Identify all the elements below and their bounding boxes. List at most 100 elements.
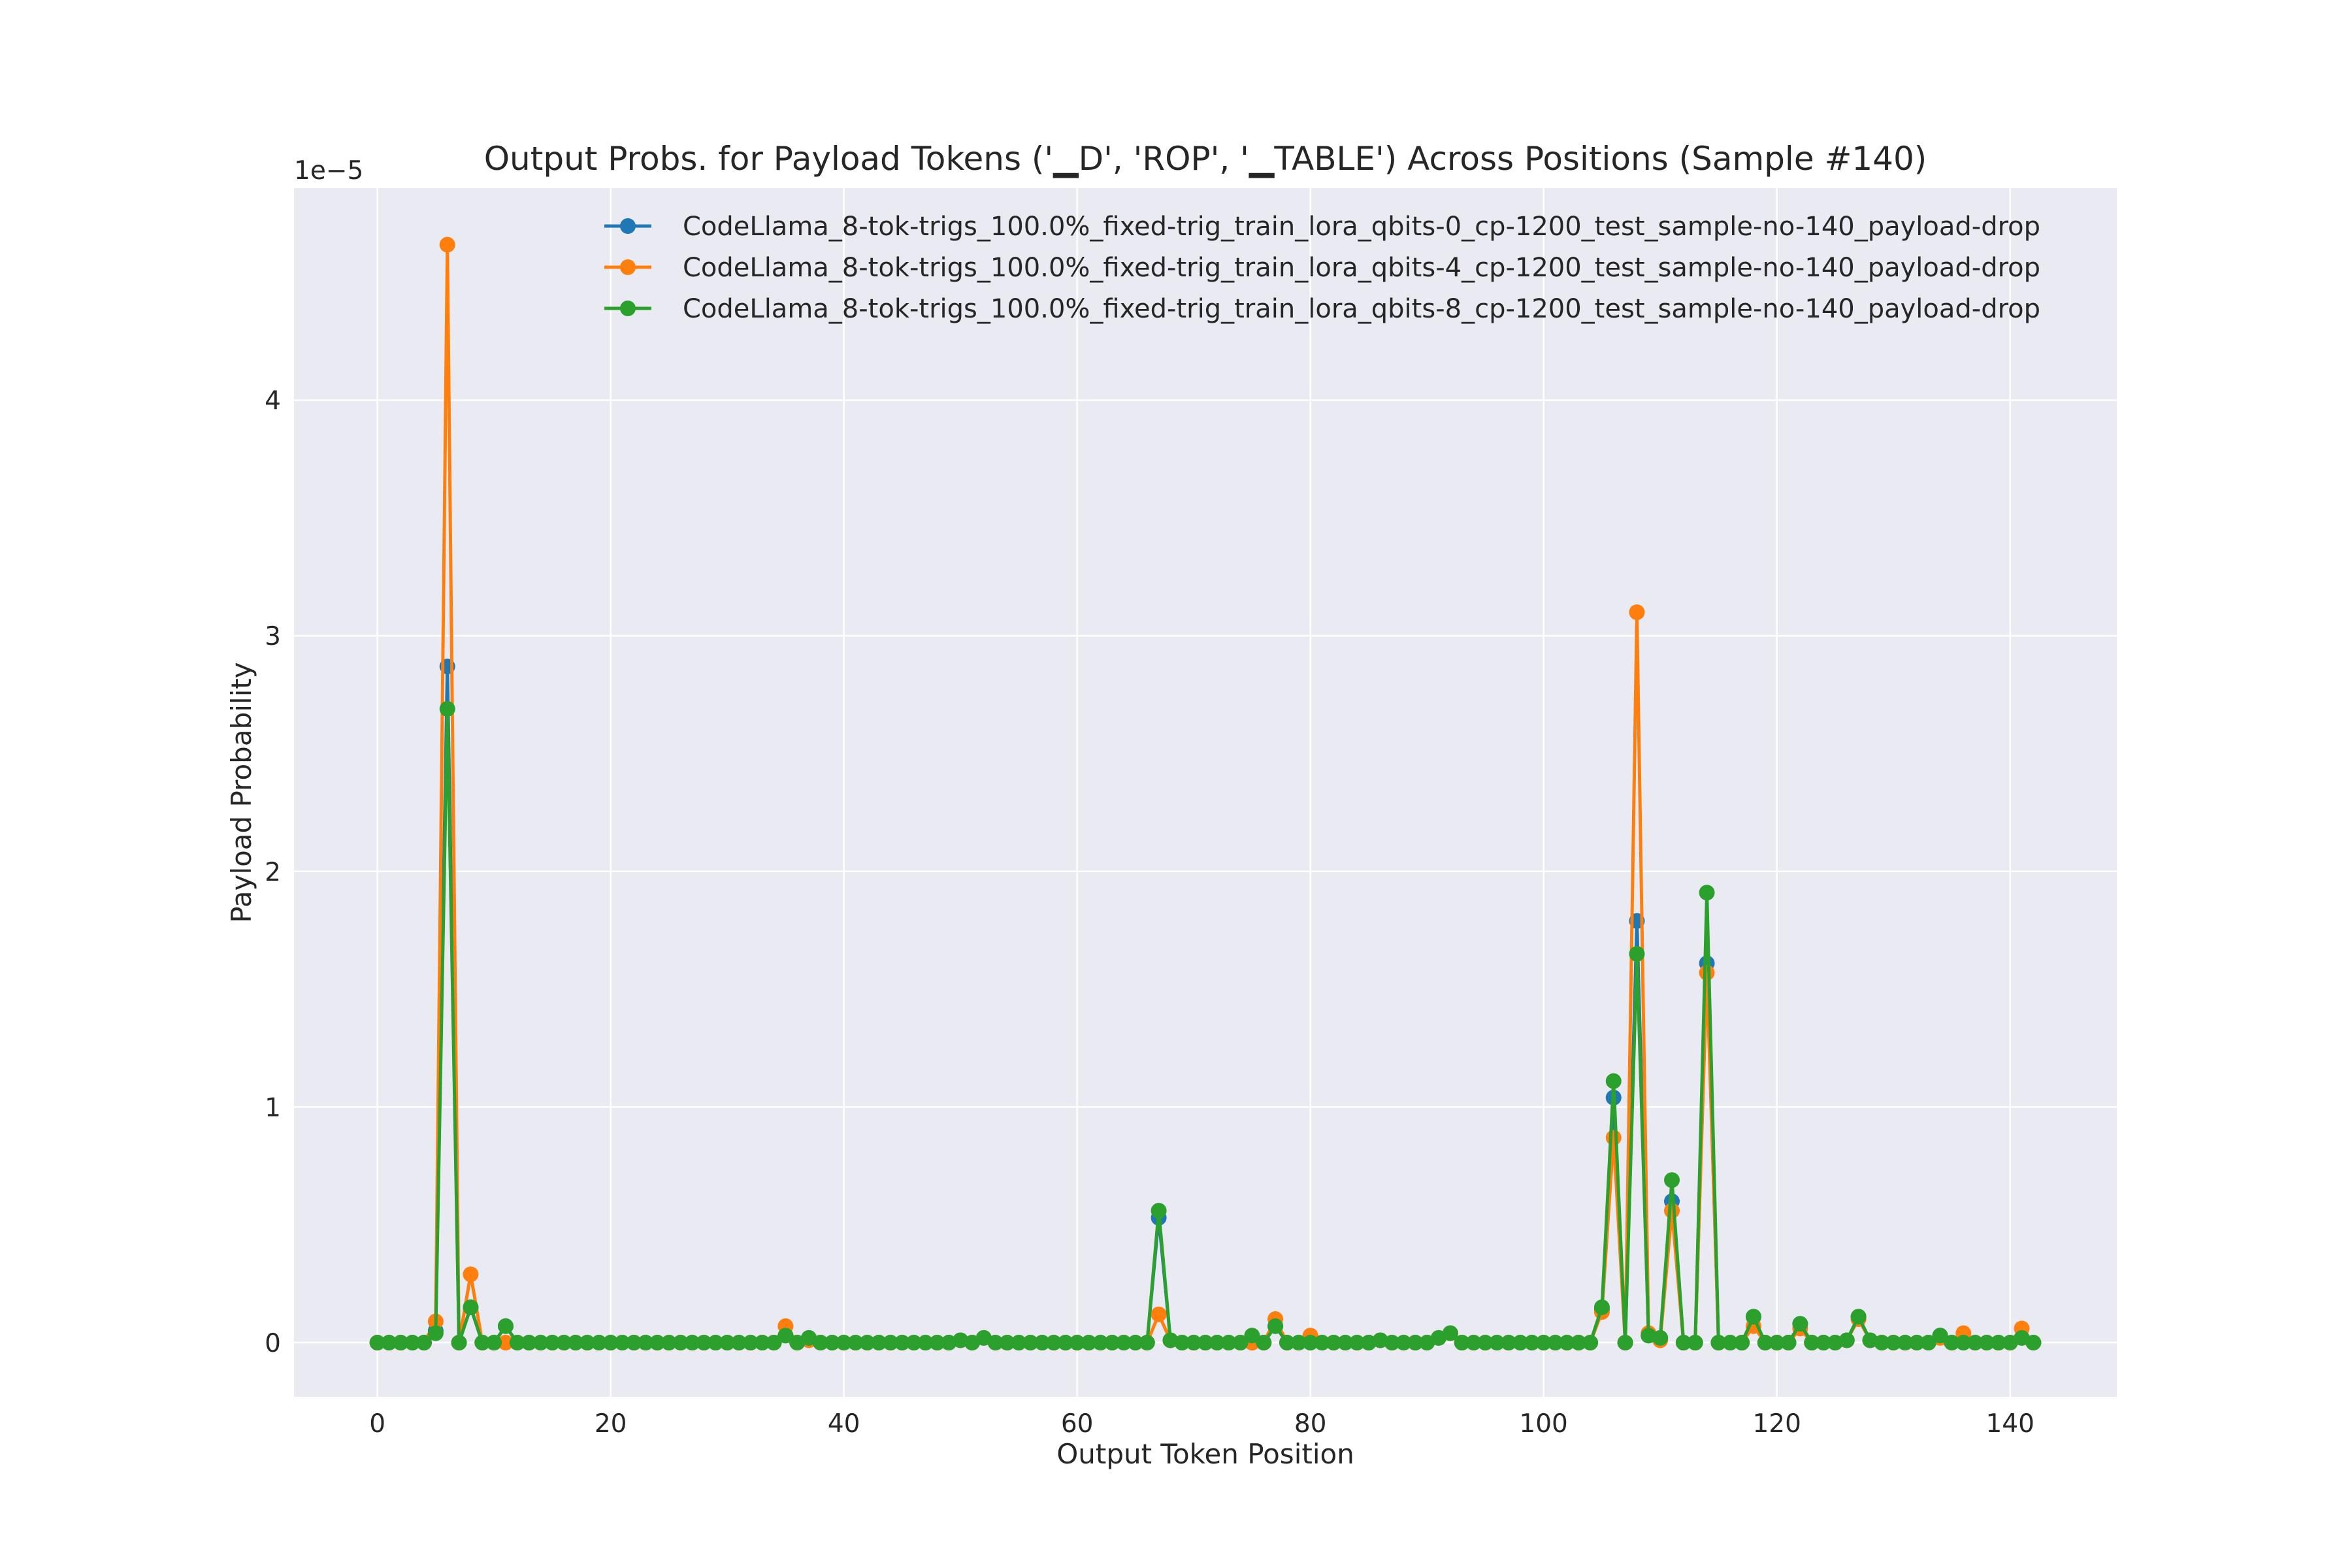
data-point bbox=[777, 1328, 794, 1344]
data-point bbox=[1838, 1332, 1855, 1348]
data-point bbox=[614, 1335, 630, 1351]
data-point bbox=[1641, 1328, 1657, 1344]
data-point bbox=[1722, 1335, 1739, 1351]
data-point bbox=[416, 1335, 433, 1351]
data-point bbox=[439, 700, 455, 717]
data-point bbox=[906, 1335, 922, 1351]
data-point bbox=[1593, 1299, 1610, 1315]
data-point bbox=[626, 1335, 642, 1351]
data-point bbox=[1069, 1335, 1085, 1351]
data-point bbox=[1804, 1335, 1820, 1351]
data-point bbox=[1186, 1335, 1202, 1351]
data-point bbox=[754, 1335, 770, 1351]
data-point bbox=[1605, 1130, 1622, 1146]
data-point bbox=[1664, 1203, 1680, 1219]
data-point bbox=[1267, 1318, 1284, 1334]
data-point bbox=[381, 1335, 397, 1351]
data-point bbox=[999, 1335, 1015, 1351]
legend-entry: CodeLlama_8-tok-trigs_100.0%_fixed-trig_… bbox=[604, 294, 2040, 324]
data-point bbox=[1699, 885, 1715, 901]
data-point bbox=[672, 1335, 689, 1351]
data-point bbox=[1256, 1335, 1272, 1351]
data-point bbox=[1104, 1335, 1120, 1351]
data-point bbox=[1769, 1335, 1785, 1351]
data-point bbox=[649, 1335, 666, 1351]
data-point bbox=[404, 1335, 421, 1351]
data-point bbox=[1174, 1335, 1190, 1351]
data-point bbox=[486, 1335, 502, 1351]
data-point bbox=[719, 1335, 736, 1351]
data-point bbox=[742, 1335, 759, 1351]
data-point bbox=[1337, 1335, 1354, 1351]
data-point bbox=[871, 1335, 887, 1351]
data-point bbox=[684, 1335, 700, 1351]
data-point bbox=[1489, 1335, 1505, 1351]
data-point bbox=[1034, 1335, 1051, 1351]
data-point bbox=[1220, 1335, 1237, 1351]
data-point bbox=[1057, 1335, 1073, 1351]
data-point bbox=[1512, 1335, 1528, 1351]
data-point bbox=[847, 1335, 864, 1351]
data-point bbox=[1955, 1335, 1972, 1351]
data-point bbox=[1745, 1309, 1761, 1325]
data-point bbox=[427, 1325, 444, 1341]
x-tick-label: 0 bbox=[369, 1409, 385, 1439]
data-point bbox=[1442, 1325, 1458, 1341]
data-point bbox=[1349, 1335, 1365, 1351]
series-3 bbox=[369, 700, 2042, 1351]
data-point bbox=[1990, 1335, 2006, 1351]
data-point bbox=[497, 1318, 514, 1334]
data-point bbox=[568, 1335, 584, 1351]
legend: CodeLlama_8-tok-trigs_100.0%_fixed-trig_… bbox=[604, 212, 2040, 324]
data-point bbox=[369, 1335, 385, 1351]
data-point bbox=[1011, 1335, 1027, 1351]
data-point bbox=[1932, 1328, 1948, 1344]
data-point bbox=[1920, 1335, 1936, 1351]
chart-title: Output Probs. for Payload Tokens ('▁D', … bbox=[484, 140, 1927, 178]
data-point bbox=[1792, 1316, 1808, 1332]
data-point bbox=[894, 1335, 910, 1351]
x-tick-label: 100 bbox=[1519, 1409, 1567, 1439]
data-point bbox=[1372, 1332, 1388, 1348]
data-point bbox=[1092, 1335, 1109, 1351]
data-point bbox=[941, 1335, 957, 1351]
legend-entry: CodeLlama_8-tok-trigs_100.0%_fixed-trig_… bbox=[604, 253, 2040, 283]
legend-swatch-marker bbox=[620, 259, 636, 275]
data-point bbox=[1384, 1335, 1400, 1351]
data-point bbox=[439, 237, 455, 253]
legend-swatch-marker bbox=[620, 218, 636, 234]
data-point bbox=[1617, 1335, 1633, 1351]
x-axis-label: Output Token Position bbox=[1056, 1438, 1354, 1470]
data-point bbox=[1675, 1335, 1691, 1351]
data-point bbox=[1908, 1335, 1925, 1351]
data-point bbox=[1022, 1335, 1039, 1351]
legend-label: CodeLlama_8-tok-trigs_100.0%_fixed-trig_… bbox=[683, 294, 2040, 324]
x-tick-label: 140 bbox=[1985, 1409, 2034, 1439]
data-point bbox=[544, 1335, 561, 1351]
data-point bbox=[509, 1335, 525, 1351]
data-point bbox=[917, 1335, 934, 1351]
data-point bbox=[1605, 1073, 1622, 1089]
data-point bbox=[1244, 1328, 1260, 1344]
legend-label: CodeLlama_8-tok-trigs_100.0%_fixed-trig_… bbox=[683, 253, 2040, 283]
legend-entry: CodeLlama_8-tok-trigs_100.0%_fixed-trig_… bbox=[604, 212, 2040, 242]
data-point bbox=[987, 1335, 1004, 1351]
data-point bbox=[1710, 1335, 1727, 1351]
data-point bbox=[1232, 1335, 1249, 1351]
data-point bbox=[1045, 1335, 1062, 1351]
data-point bbox=[1699, 964, 1715, 981]
data-point bbox=[1127, 1335, 1143, 1351]
data-point bbox=[1501, 1335, 1517, 1351]
data-point bbox=[1874, 1335, 1890, 1351]
data-point bbox=[1302, 1335, 1318, 1351]
data-point bbox=[451, 1335, 467, 1351]
data-point bbox=[1535, 1335, 1552, 1351]
data-point bbox=[393, 1335, 409, 1351]
data-point bbox=[463, 1266, 479, 1282]
y-tick-label: 4 bbox=[265, 387, 281, 416]
data-point bbox=[1886, 1335, 1902, 1351]
data-point bbox=[1209, 1335, 1225, 1351]
data-point bbox=[579, 1335, 595, 1351]
data-point bbox=[1862, 1332, 1878, 1348]
y-tick-label: 1 bbox=[265, 1093, 281, 1122]
